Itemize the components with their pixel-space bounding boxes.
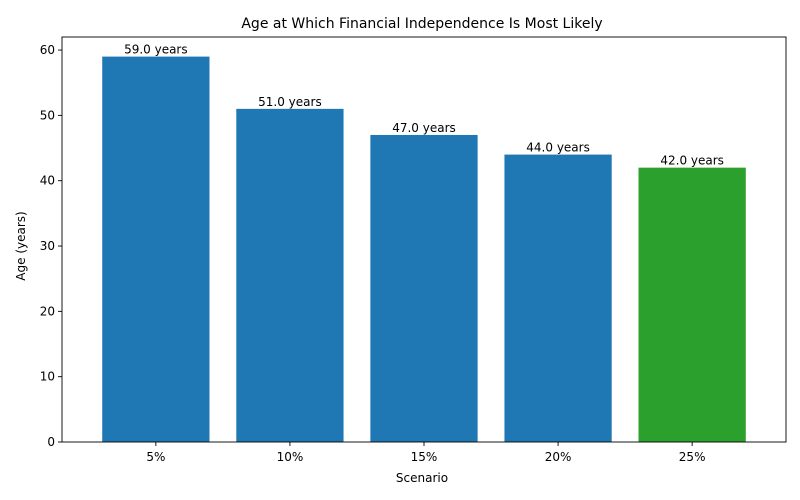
y-tick-label-5: 50	[40, 108, 55, 122]
data-label-4: 42.0 years	[660, 154, 724, 168]
y-tick-label-2: 20	[40, 304, 55, 318]
y-tick-label-4: 40	[40, 174, 55, 188]
x-tick-label-3: 20%	[545, 450, 572, 464]
bar-3	[504, 154, 612, 443]
plot-area-frame	[61, 36, 787, 443]
y-tick-label-3: 30	[40, 239, 55, 253]
data-labels-layer: 59.0 years 51.0 years 47.0 years 44.0 years…	[124, 43, 724, 168]
x-tick-label-1: 10%	[277, 450, 304, 464]
bar-1	[236, 108, 344, 443]
data-label-0: 59.0 years	[124, 43, 188, 57]
y-axis: 0 10 20 30 40 50 60	[40, 43, 62, 449]
x-tick-label-2: 15%	[411, 450, 438, 464]
y-tick-label-6: 60	[40, 43, 55, 57]
bar-4	[638, 167, 746, 443]
x-axis-label: Scenario	[396, 471, 448, 485]
x-tick-label-4: 25%	[679, 450, 706, 464]
x-tick-label-0: 5%	[146, 450, 165, 464]
bars-layer	[102, 56, 746, 443]
y-tick-label-0: 0	[47, 435, 55, 449]
data-label-3: 44.0 years	[526, 141, 590, 155]
y-tick-label-1: 10	[40, 370, 55, 384]
bar-0	[102, 56, 210, 443]
y-axis-label: Age (years)	[14, 211, 28, 280]
x-axis: 5% 10% 15% 20% 25%	[146, 442, 705, 464]
chart-title: Age at Which Financial Independence Is M…	[241, 16, 602, 32]
data-label-2: 47.0 years	[392, 121, 456, 135]
bar-2	[370, 134, 478, 442]
data-label-1: 51.0 years	[258, 95, 322, 109]
